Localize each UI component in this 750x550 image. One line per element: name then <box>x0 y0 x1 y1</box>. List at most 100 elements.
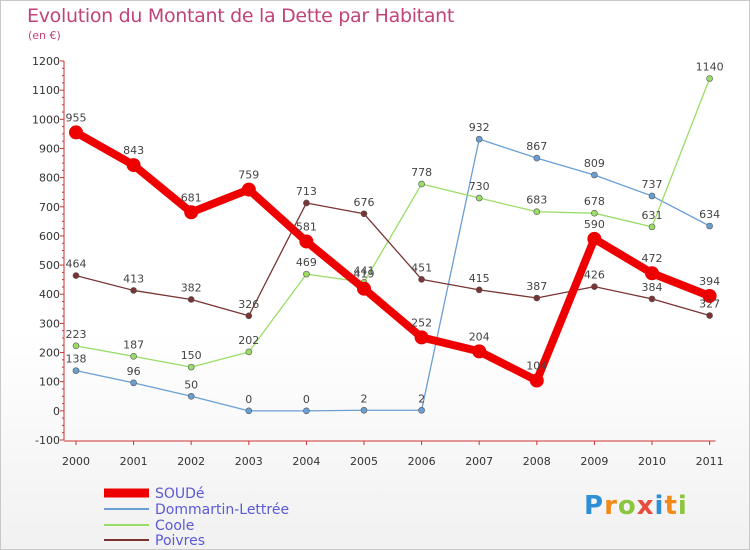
data-point <box>130 287 137 294</box>
series-line <box>75 77 711 368</box>
data-label: 472 <box>642 252 663 265</box>
data-point <box>303 270 310 278</box>
data-label: 413 <box>123 272 144 285</box>
data-point <box>360 210 368 218</box>
data-label: 2 <box>361 392 368 405</box>
data-label: 451 <box>411 261 432 274</box>
legend-label: Dommartin-Lettrée <box>155 502 289 518</box>
y-tick-label: 400 <box>39 288 60 301</box>
y-tick-label: 700 <box>39 201 60 214</box>
data-label: 0 <box>245 393 252 406</box>
data-label: 326 <box>238 298 259 311</box>
data-point <box>299 234 314 249</box>
data-label: 683 <box>526 194 547 207</box>
data-point <box>475 194 483 202</box>
y-tick-label: 200 <box>39 347 60 360</box>
data-point <box>706 75 713 82</box>
data-point <box>245 312 253 320</box>
data-point <box>648 223 656 231</box>
data-label: 441 <box>354 264 375 277</box>
data-label: 382 <box>181 281 202 294</box>
logo-letter: x <box>636 491 655 521</box>
data-label: 327 <box>699 298 720 311</box>
data-label: 676 <box>354 196 375 209</box>
x-tick-label: 2004 <box>292 455 320 468</box>
data-point <box>72 342 80 350</box>
x-tick-label: 2010 <box>638 455 666 468</box>
x-tick-label: 2001 <box>120 455 148 468</box>
data-label: 634 <box>699 208 720 221</box>
data-label: 394 <box>699 275 720 288</box>
x-tick-label: 2008 <box>523 455 551 468</box>
data-point <box>645 266 659 281</box>
data-point <box>187 296 195 303</box>
logo-letter: t <box>664 491 678 521</box>
data-point <box>648 295 656 303</box>
data-label: 204 <box>469 330 490 343</box>
series-line <box>75 138 711 412</box>
data-label: 202 <box>238 334 259 347</box>
chart-title: Evolution du Montant de la Dette par Hab… <box>27 5 455 27</box>
data-point <box>72 367 80 374</box>
data-label: 681 <box>181 191 202 204</box>
y-tick-label: 600 <box>39 230 60 243</box>
data-label: 384 <box>642 281 663 294</box>
proxiti-logo: Proxiti <box>584 491 688 521</box>
y-tick-label: 300 <box>39 317 60 330</box>
data-point <box>126 158 141 173</box>
data-label: 50 <box>184 378 198 391</box>
data-point <box>706 222 713 230</box>
data-point <box>702 288 717 303</box>
data-point <box>303 407 310 415</box>
data-label: 223 <box>66 328 87 341</box>
data-label: 730 <box>469 180 490 193</box>
data-label: 464 <box>66 258 87 271</box>
legend-label: Poivres <box>155 533 205 549</box>
x-tick-label: 2005 <box>350 455 378 468</box>
x-tick-label: 2009 <box>580 455 608 468</box>
data-point <box>303 199 310 207</box>
data-label: 1140 <box>696 60 724 73</box>
data-point <box>475 135 483 143</box>
data-label: 955 <box>66 111 87 124</box>
y-tick-label: 900 <box>39 142 60 155</box>
logo-letter: P <box>584 491 605 521</box>
x-tick-label: 2006 <box>408 455 436 468</box>
data-label: 590 <box>584 218 605 231</box>
data-point <box>648 192 656 200</box>
data-point <box>591 171 598 179</box>
logo-letter: i <box>654 491 665 521</box>
data-label: 104 <box>526 360 547 373</box>
data-label: 426 <box>584 269 605 282</box>
data-point <box>529 373 544 388</box>
x-tick-label: 2003 <box>235 455 263 468</box>
logo-letter: i <box>677 491 688 521</box>
x-tick-label: 2011 <box>696 455 724 468</box>
data-point <box>591 283 598 290</box>
data-point <box>130 379 137 387</box>
data-point <box>472 344 487 359</box>
data-label: 2 <box>418 392 425 405</box>
data-point <box>360 406 368 414</box>
data-point <box>533 154 541 162</box>
data-point <box>591 209 598 217</box>
series-line <box>75 202 711 317</box>
data-point <box>418 406 425 414</box>
data-point <box>414 330 429 345</box>
data-point <box>184 205 199 220</box>
data-point <box>706 312 713 319</box>
x-tick-label: 2007 <box>465 455 493 468</box>
x-tick-label: 2002 <box>177 455 205 468</box>
data-point <box>72 272 80 279</box>
data-point <box>130 353 137 360</box>
data-point <box>418 180 425 188</box>
data-point <box>187 392 195 400</box>
y-tick-label: 0 <box>53 405 60 418</box>
data-point <box>187 363 195 371</box>
x-tick-label: 2000 <box>62 455 90 468</box>
data-label: 138 <box>66 353 87 366</box>
y-tick-label: 500 <box>39 259 60 272</box>
data-label: 0 <box>303 393 310 406</box>
